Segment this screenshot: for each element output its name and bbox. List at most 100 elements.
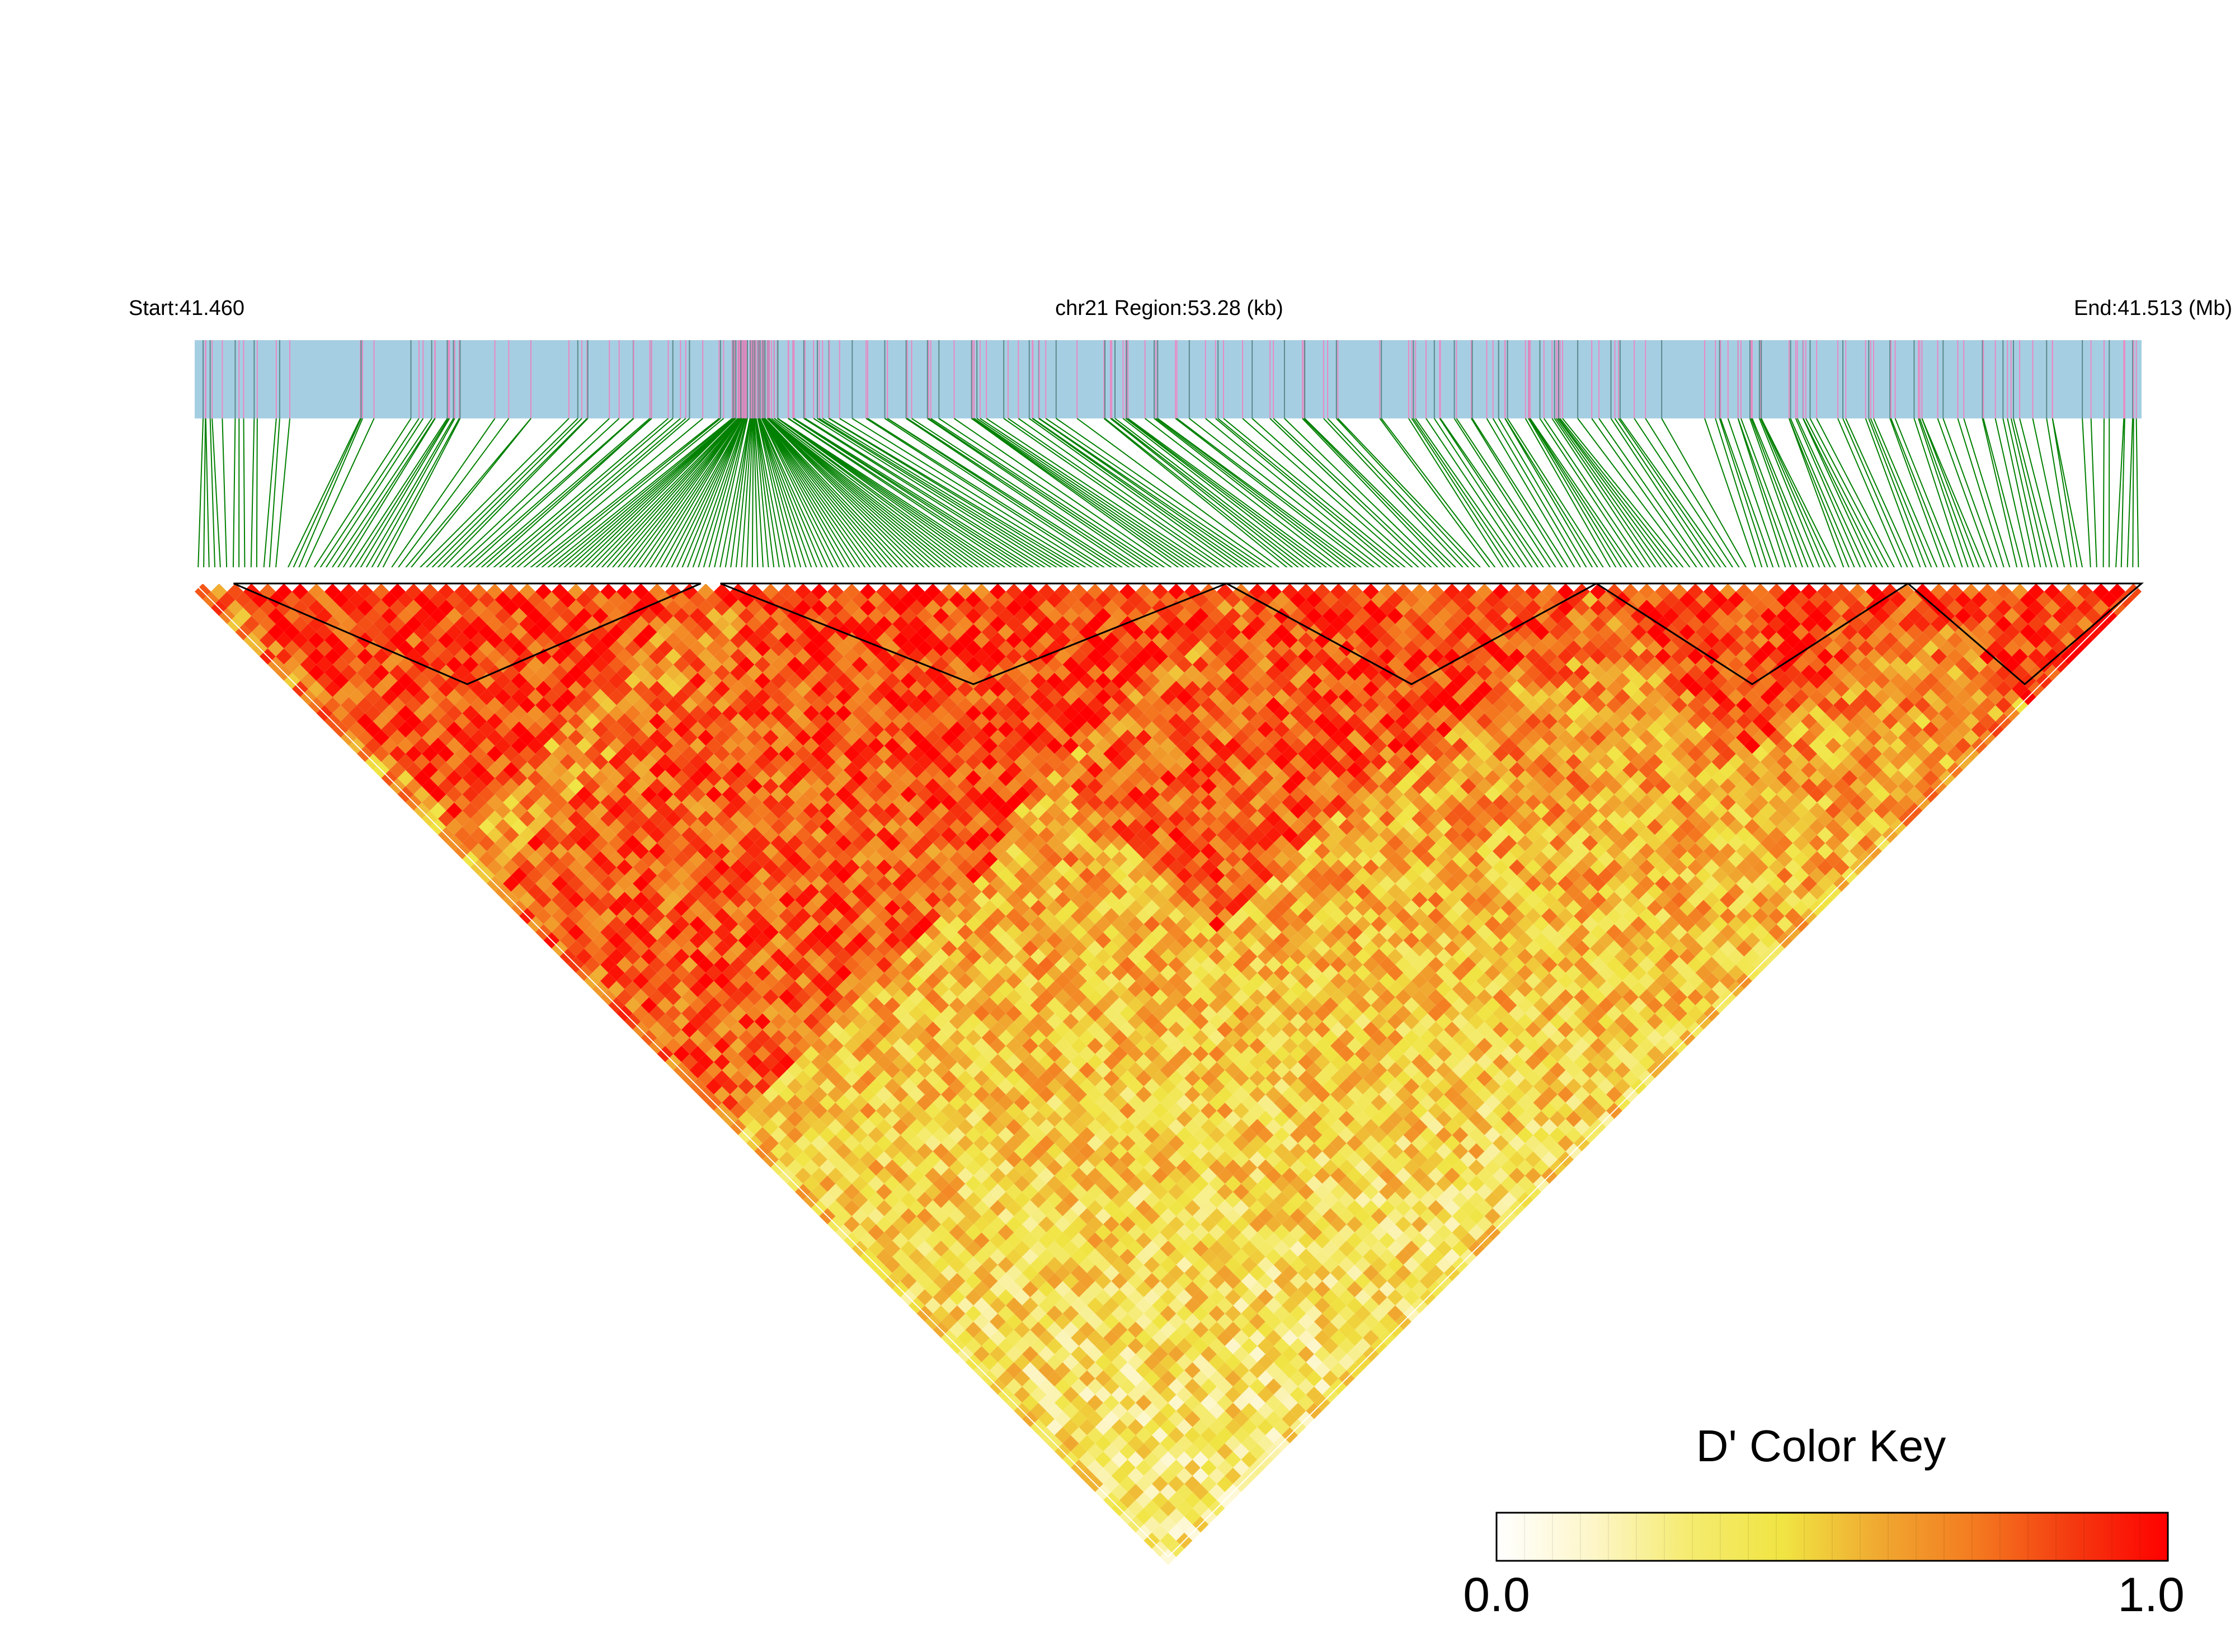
snp-connector	[1039, 418, 1284, 584]
snp-connector	[938, 418, 1189, 584]
snp-connector	[887, 418, 1142, 584]
snp-connector	[1994, 418, 2033, 584]
snp-connector	[829, 418, 1107, 584]
snp-connector	[767, 418, 936, 584]
snp-connector	[1805, 418, 1891, 584]
snp-connector	[769, 418, 983, 584]
snp-connector	[345, 418, 449, 584]
snp-connector	[759, 418, 836, 584]
snp-connector	[818, 418, 1089, 584]
snp-connector	[1620, 418, 1738, 584]
snp-connector	[774, 418, 1001, 584]
snp-connector	[2120, 418, 2125, 584]
snp-connector	[764, 418, 918, 584]
snp-connector	[1873, 418, 1945, 584]
snp-connector	[758, 418, 806, 584]
snp-connector	[761, 418, 841, 584]
snp-connector	[928, 418, 1178, 584]
snp-connector	[1038, 418, 1278, 584]
snp-connector	[986, 418, 1236, 584]
snp-connector	[1471, 418, 1579, 584]
snp-connector	[972, 418, 1213, 584]
snp-connector	[1598, 418, 1715, 584]
snp-connector	[1126, 418, 1349, 584]
snp-connector	[480, 418, 674, 584]
snp-connector	[1761, 418, 1845, 584]
snp-connector	[1789, 418, 1856, 584]
snp-connector	[468, 418, 652, 584]
snp-connector	[350, 418, 450, 584]
snp-connector	[2046, 418, 2074, 584]
snp-connector	[521, 418, 724, 584]
snp-connector	[761, 418, 848, 584]
snp-connector	[315, 418, 424, 584]
snp-connector	[1737, 418, 1791, 584]
snp-connector	[1530, 418, 1644, 584]
snp-connector	[1304, 418, 1472, 584]
snp-connector	[693, 418, 746, 584]
snp-connector	[751, 418, 754, 584]
snp-connector	[976, 418, 1225, 584]
snp-connector	[663, 418, 745, 584]
snp-connector	[374, 418, 461, 584]
snp-connector	[398, 418, 531, 584]
snp-connector	[755, 418, 788, 584]
snp-connector	[1963, 418, 2016, 584]
snp-connector	[1562, 418, 1697, 584]
snp-connector	[309, 418, 420, 584]
snp-connector	[1752, 418, 1821, 584]
snp-connector	[1425, 418, 1537, 584]
snp-connector	[2010, 418, 2051, 584]
snp-connector	[1076, 418, 1301, 584]
snp-connector	[545, 418, 735, 584]
snp-connector	[971, 418, 1201, 584]
snp-connector	[768, 418, 965, 584]
snp-connector	[1845, 418, 1921, 584]
snp-connector	[766, 418, 930, 584]
snp-connector	[1114, 418, 1331, 584]
snp-connector	[768, 418, 959, 584]
snp-position-track	[195, 340, 2142, 418]
snp-connector	[1433, 418, 1544, 584]
snp-connector	[222, 418, 228, 584]
snp-connector	[907, 418, 1160, 584]
snp-connector	[1157, 418, 1384, 584]
snp-connector	[2002, 418, 2039, 584]
snp-connector	[2013, 418, 2057, 584]
snp-connector	[1982, 418, 2021, 584]
snp-connector	[973, 418, 1219, 584]
snp-connector	[633, 418, 743, 584]
snp-connector	[757, 418, 794, 584]
snp-connector	[1761, 418, 1838, 584]
snp-connector	[451, 418, 634, 584]
snp-connector	[250, 418, 255, 584]
snp-connector	[433, 418, 610, 584]
snp-connector	[492, 418, 686, 584]
snp-connector	[380, 418, 496, 584]
snp-connector	[1379, 418, 1502, 584]
snp-connector	[486, 418, 681, 584]
snp-connector	[504, 418, 703, 584]
snp-connector	[1870, 418, 1939, 584]
snp-connector	[1749, 418, 1809, 584]
snp-connector	[1045, 418, 1290, 584]
snp-connector	[1205, 418, 1408, 584]
snp-connector	[1558, 418, 1685, 584]
snp-connector	[1504, 418, 1602, 584]
snp-connector	[1302, 418, 1461, 584]
snp-connector	[622, 418, 742, 584]
snp-connector	[1251, 418, 1437, 584]
snp-connector	[1127, 418, 1354, 584]
snp-connector	[768, 418, 971, 584]
snp-connector	[1284, 418, 1455, 584]
snp-connector	[1110, 418, 1319, 584]
snp-connector	[1919, 418, 1980, 584]
snp-connector	[757, 418, 800, 584]
snp-connector	[788, 418, 1036, 584]
snp-connector	[2019, 418, 2063, 584]
snp-connector	[792, 418, 1053, 584]
snp-connector	[1215, 418, 1414, 584]
snp-connector	[1790, 418, 1862, 584]
snp-connector	[616, 418, 742, 584]
snp-connector	[551, 418, 736, 584]
